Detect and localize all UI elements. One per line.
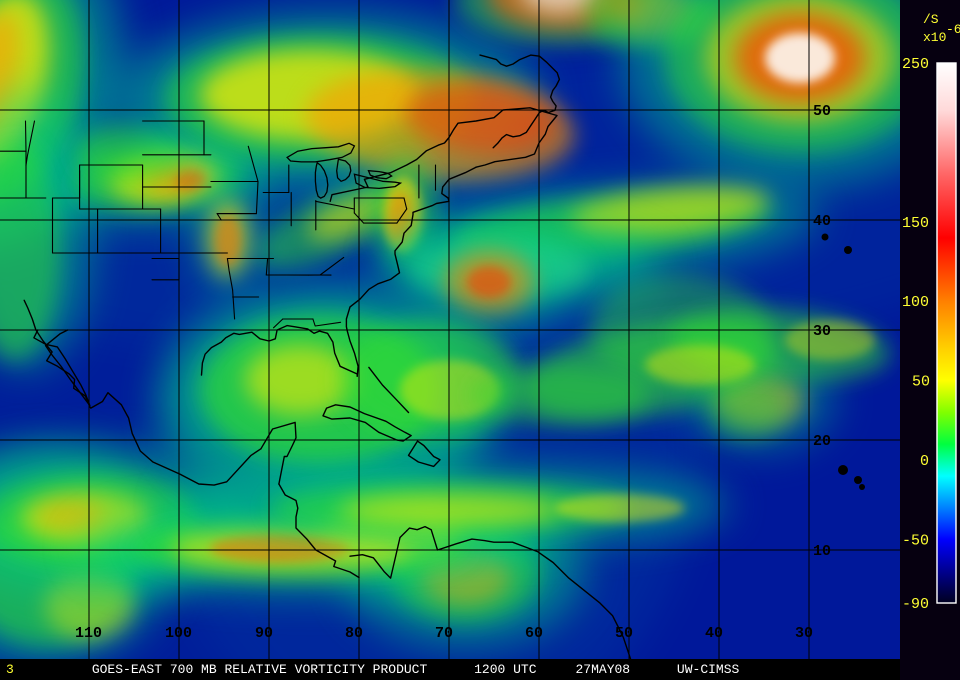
svg-text:60: 60 <box>525 625 543 642</box>
svg-text:/S: /S <box>923 12 939 27</box>
svg-text:40: 40 <box>813 213 831 230</box>
svg-text:20: 20 <box>813 433 831 450</box>
svg-text:100: 100 <box>165 625 192 642</box>
svg-text:100: 100 <box>902 294 929 311</box>
svg-text:70: 70 <box>435 625 453 642</box>
svg-text:10: 10 <box>813 543 831 560</box>
svg-text:90: 90 <box>255 625 273 642</box>
svg-text:-90: -90 <box>902 596 929 613</box>
svg-text:-6: -6 <box>946 22 960 37</box>
svg-text:0: 0 <box>920 453 929 470</box>
svg-text:150: 150 <box>902 215 929 232</box>
svg-text:250: 250 <box>902 56 929 73</box>
svg-text:80: 80 <box>345 625 363 642</box>
svg-text:50: 50 <box>615 625 633 642</box>
svg-text:30: 30 <box>795 625 813 642</box>
svg-text:30: 30 <box>813 323 831 340</box>
svg-text:x10: x10 <box>923 30 946 45</box>
svg-text:50: 50 <box>813 103 831 120</box>
svg-text:40: 40 <box>705 625 723 642</box>
svg-text:50: 50 <box>912 374 930 391</box>
svg-text:-50: -50 <box>902 533 929 550</box>
svg-text:110: 110 <box>75 625 102 642</box>
